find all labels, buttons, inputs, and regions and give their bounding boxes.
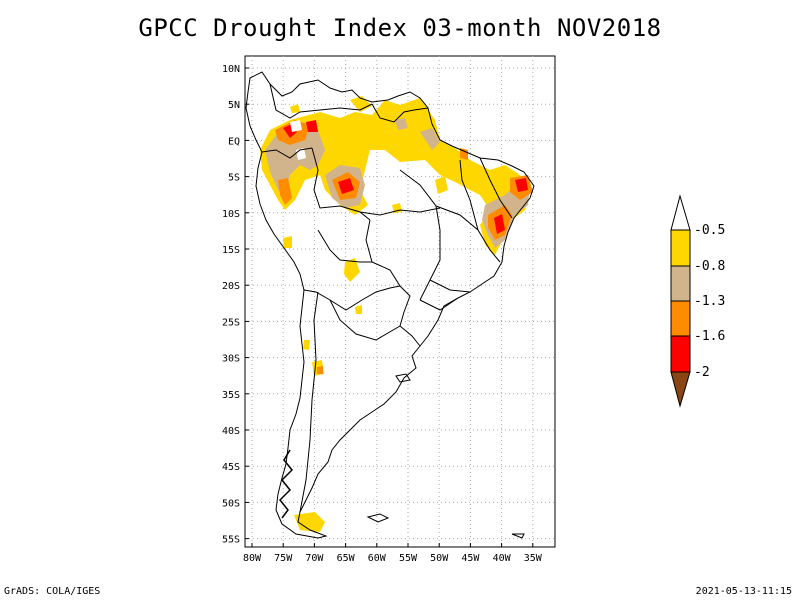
- drought-area-red: [494, 214, 505, 234]
- legend-label: -1.3: [694, 294, 725, 309]
- drought-shading: [260, 96, 533, 532]
- drought-area-yellow: [290, 104, 300, 113]
- longitude-labels: 80W 75W 70W 65W 60W 55W 50W 45W 40W 35W: [243, 543, 543, 564]
- legend-box-yellow: [670, 229, 691, 267]
- drought-area-orange: [460, 148, 468, 160]
- latitude-label: 5N: [228, 100, 240, 111]
- longitude-label: 80W: [243, 553, 262, 564]
- legend-bottom-triangle: [670, 371, 691, 408]
- drought-area-red: [338, 178, 354, 194]
- longitude-label: 50W: [430, 553, 449, 564]
- legend-box-tan: [670, 265, 691, 302]
- legend-box-orange: [670, 300, 691, 337]
- longitude-label: 35W: [524, 553, 543, 564]
- fjord-coast: [278, 449, 294, 519]
- drought-area-orange: [278, 178, 292, 205]
- drought-area-yellow: [344, 258, 360, 282]
- drought-area-orange: [317, 366, 323, 374]
- latitude-label: 35S: [222, 390, 240, 401]
- state-border: [479, 157, 513, 219]
- grads-credit: GrADS: COLA/IGES: [4, 586, 101, 597]
- country-border: [365, 219, 411, 327]
- state-border: [399, 169, 441, 301]
- legend-box-red: [670, 335, 691, 373]
- country-border: [261, 147, 313, 159]
- country-border: [303, 285, 401, 311]
- longitude-label: 70W: [305, 553, 324, 564]
- drought-area-yellow: [294, 512, 325, 532]
- legend-colorbar: -0.5 -0.8 -1.3 -1.6 -2: [670, 194, 725, 408]
- state-border: [419, 297, 459, 311]
- legend-label: -1.6: [694, 329, 725, 344]
- latitude-label: 50S: [222, 498, 240, 509]
- longitude-label: 55W: [399, 553, 418, 564]
- latitude-label: 55S: [222, 535, 240, 546]
- latitude-label: 5S: [228, 173, 240, 184]
- latitude-label: EQ: [228, 136, 240, 147]
- drought-area-tan: [265, 125, 325, 195]
- country-border: [371, 103, 429, 123]
- country-border: [317, 229, 372, 263]
- latitude-label: 25S: [222, 317, 240, 328]
- longitude-label: 45W: [461, 553, 480, 564]
- country-border: [399, 325, 421, 347]
- latitude-label: 20S: [222, 281, 240, 292]
- country-border: [329, 299, 401, 341]
- state-border: [359, 207, 441, 216]
- legend-label: -0.8: [694, 259, 725, 274]
- country-border: [299, 103, 373, 113]
- latitude-label: 45S: [222, 462, 240, 473]
- legend-label: -0.5: [694, 223, 725, 238]
- drought-area-yellow: [350, 96, 372, 112]
- country-border: [269, 83, 301, 119]
- drought-area-yellow: [355, 305, 362, 314]
- map-title: GPCC Drought Index 03-month NOV2018: [138, 14, 662, 42]
- longitude-label: 75W: [274, 553, 293, 564]
- drought-area-tan: [420, 128, 440, 150]
- south-america-coastline: [245, 71, 535, 539]
- drought-area-yellow: [303, 340, 310, 350]
- drought-area-tan: [395, 118, 408, 130]
- longitude-label: 60W: [368, 553, 387, 564]
- drought-area-red: [515, 178, 528, 192]
- drought-area-yellow: [260, 98, 530, 255]
- timestamp: 2021-05-13-11:15: [695, 586, 792, 597]
- latitude-label: 10N: [222, 64, 240, 75]
- latitude-label: 40S: [222, 426, 240, 437]
- state-border: [459, 159, 479, 231]
- drought-area-yellow: [435, 176, 448, 194]
- island-outline: [511, 533, 525, 539]
- drought-area-yellow: [283, 236, 292, 248]
- latitude-label: 30S: [222, 354, 240, 365]
- latitude-labels: 10N 5N EQ 5S 10S 15S 20S 25S 30S 35S 40S 45S 50S 55S: [222, 64, 249, 546]
- island-outline: [366, 513, 390, 523]
- legend-label: -2: [694, 365, 710, 380]
- map-frame: [244, 55, 556, 548]
- latitude-label: 10S: [222, 209, 240, 220]
- longitude-label: 40W: [493, 553, 512, 564]
- legend-top-triangle: [670, 194, 691, 231]
- country-border: [299, 291, 319, 513]
- no-drought-area: [290, 120, 302, 132]
- longitude-label: 65W: [337, 553, 356, 564]
- latitude-label: 15S: [222, 245, 240, 256]
- drought-area-red: [306, 120, 318, 132]
- coastlines-borders: [245, 71, 535, 539]
- island-outline: [395, 373, 411, 383]
- state-border: [429, 279, 471, 293]
